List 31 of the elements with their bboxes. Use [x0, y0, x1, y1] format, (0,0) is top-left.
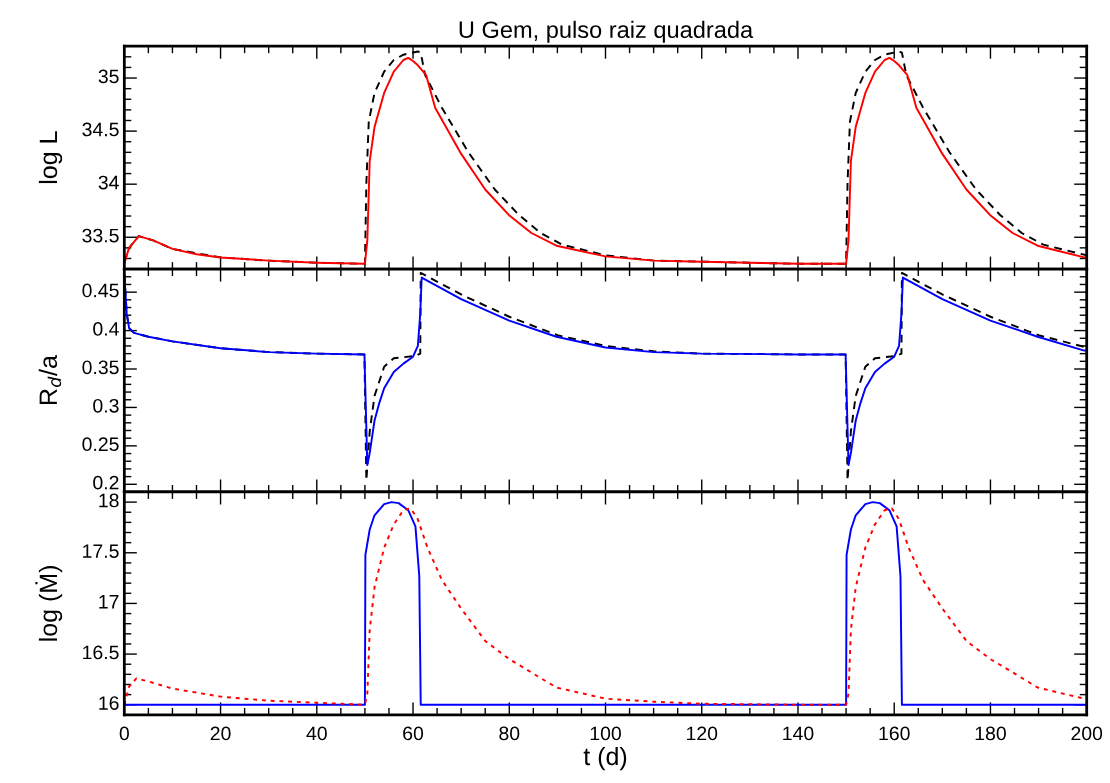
- x-tick-label: 140: [783, 726, 814, 741]
- x-axis-title: t (d): [583, 746, 627, 771]
- x-tick-label: 0: [119, 726, 129, 741]
- x-tick-label: 80: [499, 726, 520, 741]
- y-axis-title: log (Ṁ): [35, 566, 63, 641]
- y-tick-label: 0.4: [93, 322, 119, 336]
- y-tick-label: 16.5: [83, 645, 119, 660]
- y-tick-label: 18: [99, 493, 119, 508]
- x-tick-label: 120: [687, 726, 718, 741]
- y-tick-label: 0.25: [82, 437, 119, 452]
- y-tick-label: 33.5: [82, 228, 119, 243]
- y-axis-title: R$_{d}$/a: [38, 355, 62, 404]
- chart-title: U Gem, pulso raiz quadrada: [459, 20, 754, 43]
- y-tick-label: 17.5: [83, 544, 119, 558]
- x-tick-label: 160: [879, 726, 910, 741]
- x-tick-label: 60: [403, 726, 424, 741]
- x-tick-label: 40: [306, 726, 327, 741]
- y-tick-label: 0.35: [82, 360, 119, 375]
- y-tick-label: 0.3: [93, 398, 119, 413]
- y-tick-label: 17: [99, 595, 119, 609]
- y-tick-label: 34.5: [82, 122, 119, 137]
- x-tick-label: 20: [210, 726, 231, 741]
- y-tick-label: 16: [99, 696, 119, 710]
- y-tick-label: 34: [98, 175, 119, 190]
- y-tick-label: 0.45: [82, 283, 119, 298]
- x-tick-label: 100: [590, 726, 621, 741]
- y-tick-label: 0.2: [93, 475, 119, 490]
- x-tick-label: 180: [975, 726, 1006, 741]
- x-tick-label: 200: [1071, 726, 1103, 741]
- y-tick-label: 35: [98, 69, 119, 84]
- y-axis-title: log L: [38, 131, 63, 184]
